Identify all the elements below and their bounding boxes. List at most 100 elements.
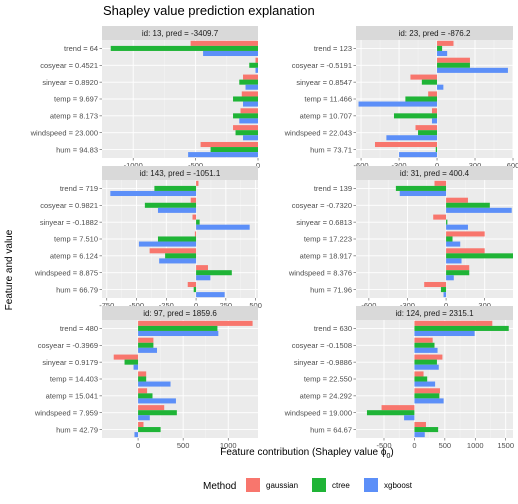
bar-xgboost — [446, 207, 512, 213]
bar-xgboost — [243, 135, 258, 141]
bar-gaussian — [196, 180, 199, 186]
bar-gaussian — [424, 281, 447, 288]
x-tick-label: 1000 — [220, 441, 237, 450]
legend-item-xgboost: xgboost — [364, 478, 413, 492]
bar-xgboost — [446, 258, 462, 264]
x-tick-label: -300 — [400, 301, 415, 310]
feature-label: windspeed = 8.376 — [288, 268, 352, 277]
bar-xgboost — [437, 84, 444, 90]
bar-ctree — [193, 287, 197, 293]
bar-xgboost — [446, 241, 461, 247]
x-tick-label: 0 — [136, 441, 140, 450]
bar-ctree — [395, 185, 447, 191]
bar-ctree — [446, 202, 490, 208]
bar-gaussian — [243, 74, 258, 80]
bar-gaussian — [138, 405, 165, 411]
bar-ctree — [414, 376, 428, 382]
feature-label: windspeed = 23.000 — [30, 128, 98, 137]
bar-xgboost — [196, 292, 225, 298]
bar-gaussian — [414, 337, 433, 343]
feature-label: hum = 71.96 — [310, 285, 352, 294]
bar-xgboost — [437, 50, 448, 57]
feature-label: hum = 94.83 — [56, 145, 98, 154]
y-axis-title: Feature and value — [4, 229, 15, 310]
bar-xgboost — [203, 50, 258, 57]
bar-gaussian — [415, 125, 438, 131]
legend-item-ctree: ctree — [312, 478, 350, 492]
bar-gaussian — [241, 91, 258, 97]
bar-gaussian — [414, 388, 440, 394]
bar-ctree — [366, 410, 415, 416]
bar-ctree — [233, 113, 258, 119]
bar-xgboost — [255, 67, 258, 73]
bar-ctree — [414, 325, 509, 331]
bar-xgboost — [414, 364, 439, 370]
bar-ctree — [414, 359, 437, 365]
bar-xgboost — [446, 224, 468, 230]
x-tick-label: 0 — [256, 161, 260, 170]
bar-ctree — [154, 185, 197, 191]
bar-gaussian — [113, 354, 139, 360]
feature-label: hum = 73.71 — [310, 145, 352, 154]
x-tick-label: -600 — [361, 301, 376, 310]
bar-gaussian — [149, 248, 197, 254]
x-tick-label: 300 — [469, 161, 482, 170]
feature-label: temp = 9.697 — [54, 95, 98, 104]
bar-ctree — [138, 410, 177, 416]
bar-xgboost — [134, 432, 139, 438]
facet-strip-label: id: 13, pred = -3409.7 — [142, 29, 219, 38]
facet-strip-label: id: 31, pred = 400.4 — [400, 169, 470, 178]
bar-gaussian — [414, 421, 426, 428]
bar-ctree — [440, 287, 447, 293]
facet-strip — [356, 26, 513, 40]
bar-ctree — [138, 342, 154, 348]
x-tick-label: -300 — [392, 161, 407, 170]
x-axis-title: Feature contribution (Shapley value ϕ0) — [220, 447, 394, 460]
bar-xgboost — [239, 118, 258, 124]
feature-label: sinyear = 0.9179 — [42, 358, 98, 367]
bar-xgboost — [243, 101, 258, 107]
bar-ctree — [446, 219, 448, 225]
bar-xgboost — [138, 330, 219, 337]
feature-label: trend = 480 — [60, 324, 98, 333]
bar-xgboost — [399, 190, 447, 197]
legend-swatch-xgboost — [364, 478, 378, 492]
bar-gaussian — [374, 141, 438, 148]
bar-ctree — [249, 62, 258, 68]
feature-label: hum = 66.79 — [56, 285, 98, 294]
feature-label: atemp = 15.041 — [46, 392, 98, 401]
feature-label: sinyear = 0.8547 — [296, 78, 352, 87]
bar-ctree — [165, 253, 197, 259]
x-tick-label: 1000 — [467, 441, 484, 450]
feature-label: sinyear = -0.9886 — [294, 358, 352, 367]
bar-xgboost — [437, 67, 508, 73]
x-tick-label: -600 — [354, 161, 369, 170]
bar-gaussian — [434, 180, 447, 186]
x-tick-label: 250 — [220, 301, 233, 310]
bar-ctree — [414, 342, 435, 348]
bar-ctree — [405, 96, 438, 102]
facet-strip — [102, 166, 258, 180]
feature-label: windspeed = 22.043 — [284, 128, 352, 137]
bar-gaussian — [410, 74, 438, 80]
bar-xgboost — [414, 381, 436, 387]
x-tick-label: 500 — [249, 301, 262, 310]
bar-xgboost — [196, 275, 211, 281]
facet-strip-label: id: 97, pred = 1859.6 — [143, 309, 217, 318]
facet-strip — [102, 26, 258, 40]
bar-ctree — [421, 79, 438, 85]
x-tick-label: -500 — [188, 161, 203, 170]
bar-ctree — [393, 113, 438, 119]
feature-label: cosyear = -0.3969 — [38, 341, 98, 350]
feature-label: temp = 7.510 — [54, 235, 98, 244]
facet-strip — [102, 306, 258, 320]
legend-title: Method — [203, 481, 236, 492]
panel-id-23: id: 23, pred = -876.2 trend = 123 cosyear … — [284, 26, 518, 170]
bar-ctree — [418, 130, 438, 136]
feature-label: atemp = 8.173 — [50, 112, 98, 121]
x-tick-label: 300 — [478, 301, 491, 310]
legend-swatch-gaussian — [246, 478, 260, 492]
bar-gaussian — [414, 354, 443, 360]
feature-label: sinyear = 0.8920 — [42, 78, 98, 87]
